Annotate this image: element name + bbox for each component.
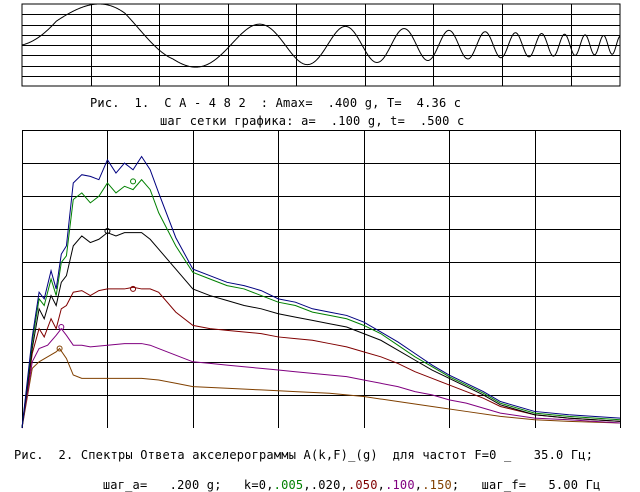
chart-canvas xyxy=(21,3,621,429)
spectrum-peak-marker xyxy=(130,285,137,292)
figure-1-caption-line1: Рис. 1. С А - 4 8 2 : Amax= .400 g, T= 4… xyxy=(90,96,462,110)
k-sep: , xyxy=(340,478,348,492)
spectrum-line-k0 xyxy=(21,155,621,429)
k-value-050: .050 xyxy=(347,478,378,492)
spectrum-peak-marker xyxy=(56,345,63,352)
k-value-005: .005 xyxy=(273,478,304,492)
k-value-150: .150 xyxy=(422,478,452,492)
accelerogram-signal-line xyxy=(21,3,621,68)
figure-2-caption-line2: шаг_a= .200 g; k=0,.005,.020,.050,.100,.… xyxy=(88,464,600,492)
spectrum-line-k100 xyxy=(21,327,621,429)
accelerogram-chart xyxy=(21,3,621,87)
response-spectra-chart xyxy=(21,130,621,429)
k-sep: , xyxy=(377,478,386,492)
spectrum-peak-marker xyxy=(130,178,137,185)
spectrum-line-k020 xyxy=(21,232,621,429)
spectrum-peak-marker xyxy=(58,324,65,331)
step-f-text: ; шаг_f= 5.00 Гц xyxy=(451,478,601,492)
figure-1-caption-line2: шаг сетки графика: a= .100 g, t= .500 с xyxy=(160,114,465,128)
step-a-text: шаг_a= .200 g; k= xyxy=(102,478,259,492)
k-sep: , xyxy=(266,478,274,492)
spectrum-line-k050 xyxy=(21,286,621,429)
k-sep: , xyxy=(414,478,423,492)
spectrum-line-k150 xyxy=(21,347,621,429)
k-value-020: .020 xyxy=(310,478,341,492)
k-value-100: .100 xyxy=(385,478,415,492)
figure-2-caption-line1: Рис. 2. Спектры Ответа акселерограммы A(… xyxy=(14,448,594,462)
k-sep: , xyxy=(303,478,311,492)
spectrum-peak-marker xyxy=(104,227,111,234)
k-value-0: 0 xyxy=(258,478,267,492)
spectrum-line-k005 xyxy=(21,178,621,429)
